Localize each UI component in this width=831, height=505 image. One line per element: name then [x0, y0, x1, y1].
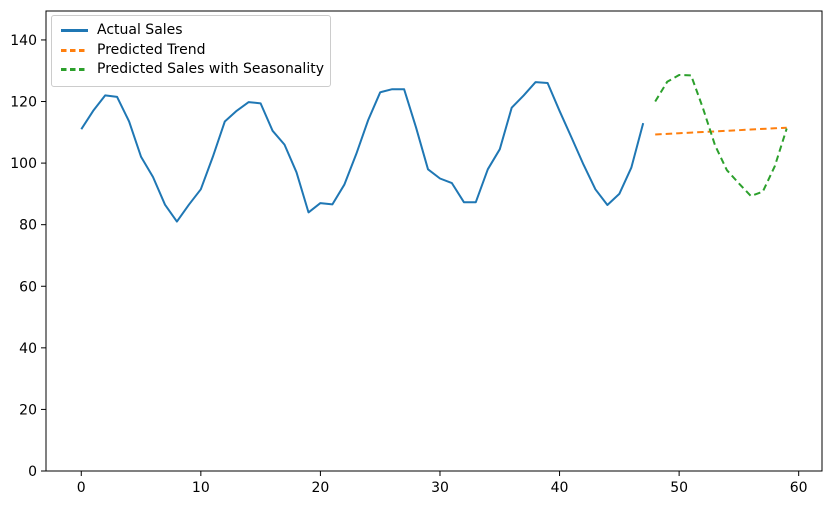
legend-label-actual-sales: Actual Sales	[97, 22, 183, 38]
legend-line-sample-predicted-trend	[61, 48, 88, 52]
legend-item-predicted-seasonality: Predicted Sales with Seasonality	[61, 60, 324, 80]
y-tick-label: 80	[19, 218, 37, 234]
y-tick-label: 120	[10, 95, 37, 111]
y-tick-label: 140	[10, 33, 37, 49]
legend-item-actual-sales: Actual Sales	[61, 21, 322, 41]
x-tick-label: 10	[192, 480, 210, 496]
x-tick-label: 40	[551, 480, 569, 496]
legend-line-sample-predicted-seasonality	[61, 68, 88, 72]
x-tick-label: 20	[311, 480, 329, 496]
x-tick-label: 0	[77, 480, 86, 496]
y-tick-label: 40	[19, 341, 37, 357]
x-tick-label: 30	[431, 480, 449, 496]
legend-item-predicted-trend: Predicted Trend	[61, 41, 322, 61]
y-tick-label: 60	[19, 279, 37, 295]
series-line-1	[655, 126, 787, 136]
y-tick-label: 0	[28, 464, 37, 480]
legend: Actual Sales Predicted Trend Predicted S…	[51, 15, 331, 87]
series-line-0	[80, 81, 645, 223]
y-tick-label: 100	[10, 156, 37, 172]
plot-border	[45, 10, 823, 472]
x-tick-label: 60	[790, 480, 808, 496]
y-tick-label: 20	[19, 402, 37, 418]
legend-label-predicted-trend: Predicted Trend	[97, 41, 206, 58]
legend-line-sample-actual-sales	[61, 29, 88, 33]
legend-label-predicted-seasonality: Predicted Sales with Seasonality	[97, 61, 324, 77]
series-line-2	[654, 74, 788, 197]
x-tick-label: 50	[670, 480, 688, 496]
